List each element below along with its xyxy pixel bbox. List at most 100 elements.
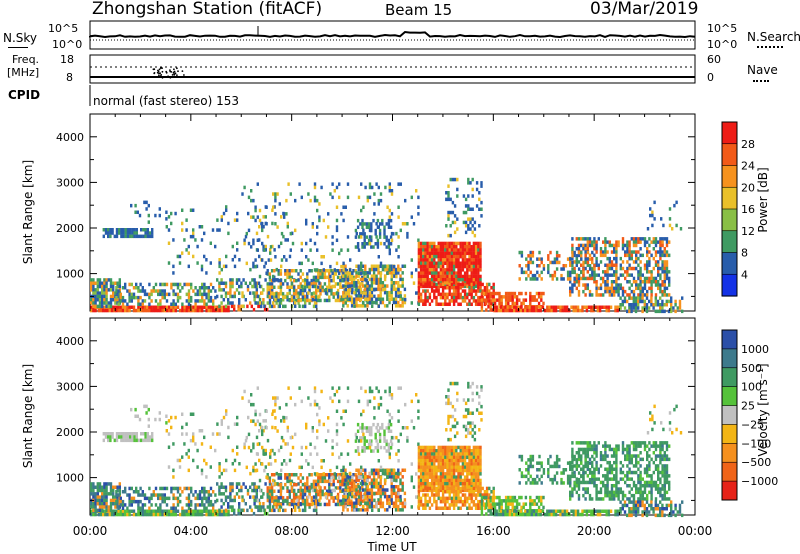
velocity-cell [187, 503, 191, 507]
velocity-cell [106, 512, 109, 517]
velocity-cell [209, 486, 213, 491]
velocity-cell [358, 489, 362, 493]
power-cell [282, 304, 285, 309]
power-cell [540, 291, 543, 296]
power-cell [357, 297, 360, 301]
velocity-cell [128, 496, 131, 501]
velocity-cell [265, 475, 268, 479]
power-cell [323, 272, 327, 276]
power-cell [98, 278, 102, 282]
power-cell [488, 289, 491, 293]
power-cell [446, 295, 449, 300]
velocity-cell [366, 498, 369, 502]
power-cell [452, 302, 456, 306]
power-cell [637, 270, 640, 274]
power-cell [430, 286, 434, 290]
power-cell [254, 301, 257, 305]
power-cell [477, 245, 480, 249]
power-cell [154, 305, 158, 309]
power-cell [615, 280, 618, 284]
power-cell [426, 261, 429, 265]
velocity-cell [313, 505, 317, 509]
power-cell [586, 260, 590, 265]
power-cell [311, 222, 314, 226]
velocity-cell [236, 415, 239, 420]
velocity-cell [129, 438, 132, 443]
velocity-cell [148, 486, 151, 491]
velocity-cell [390, 468, 393, 472]
power-cell [668, 217, 672, 221]
velocity-cell [98, 485, 102, 489]
power-cell [643, 266, 647, 271]
power-cell [575, 276, 578, 281]
power-cell [424, 248, 427, 252]
power-cell [126, 305, 129, 309]
power-cell [198, 299, 202, 303]
power-cell [433, 241, 436, 246]
power-cell [637, 296, 640, 300]
velocity-cell [144, 432, 147, 436]
velocity-cell [189, 412, 193, 416]
power-cell [511, 305, 514, 309]
velocity-cell [214, 493, 217, 497]
velocity-cell [185, 512, 188, 517]
velocity-cell [218, 468, 221, 473]
velocity-cell [372, 471, 376, 476]
velocity-cell [379, 478, 382, 482]
velocity-cell [205, 490, 208, 494]
power-cell [397, 288, 400, 292]
power-cell [273, 205, 276, 209]
velocity-cell [338, 475, 341, 479]
power-cell [209, 261, 212, 265]
power-cell [444, 295, 447, 300]
power-cell [585, 308, 589, 313]
power-cell [258, 297, 262, 302]
velocity-cell [312, 485, 316, 489]
velocity-cell [274, 459, 277, 463]
power-cell [601, 305, 604, 309]
power-cell [467, 181, 470, 185]
velocity-cell [374, 436, 377, 440]
power-cell [593, 264, 596, 268]
velocity-cell [304, 502, 307, 506]
power-cell [654, 299, 657, 304]
velocity-cell [190, 490, 193, 494]
power-cell [318, 202, 321, 206]
velocity-cell [181, 506, 184, 510]
velocity-cell [216, 498, 219, 503]
velocity-cell [256, 452, 259, 456]
velocity-cell [305, 445, 308, 450]
velocity-cell [285, 462, 288, 466]
velocity-cell [394, 491, 398, 496]
power-cell [350, 297, 354, 301]
power-cell [119, 308, 122, 313]
velocity-cell [274, 482, 277, 486]
power-cell [447, 217, 450, 221]
power-cell [386, 205, 389, 209]
power-cell [437, 289, 440, 293]
power-cell [470, 251, 473, 256]
power-cell [377, 198, 380, 203]
power-cell [236, 211, 239, 216]
power-cell [571, 254, 574, 258]
power-cell [597, 237, 600, 241]
power-cell [312, 278, 316, 282]
power-cell [372, 274, 376, 278]
power-cell [435, 264, 438, 269]
power-cell [334, 282, 338, 286]
power-cell [581, 305, 584, 309]
power-cell [299, 288, 302, 293]
velocity-cell [224, 495, 228, 499]
power-cell [205, 302, 208, 306]
power-cell [313, 301, 317, 305]
velocity-cell [397, 494, 400, 499]
velocity-cell [115, 438, 119, 443]
velocity-cell [130, 503, 133, 507]
power-cell [165, 217, 168, 221]
power-cell [220, 288, 223, 292]
power-cell [417, 286, 421, 290]
power-cell [327, 225, 330, 229]
power-cell [261, 291, 264, 295]
power-cell [280, 264, 283, 269]
